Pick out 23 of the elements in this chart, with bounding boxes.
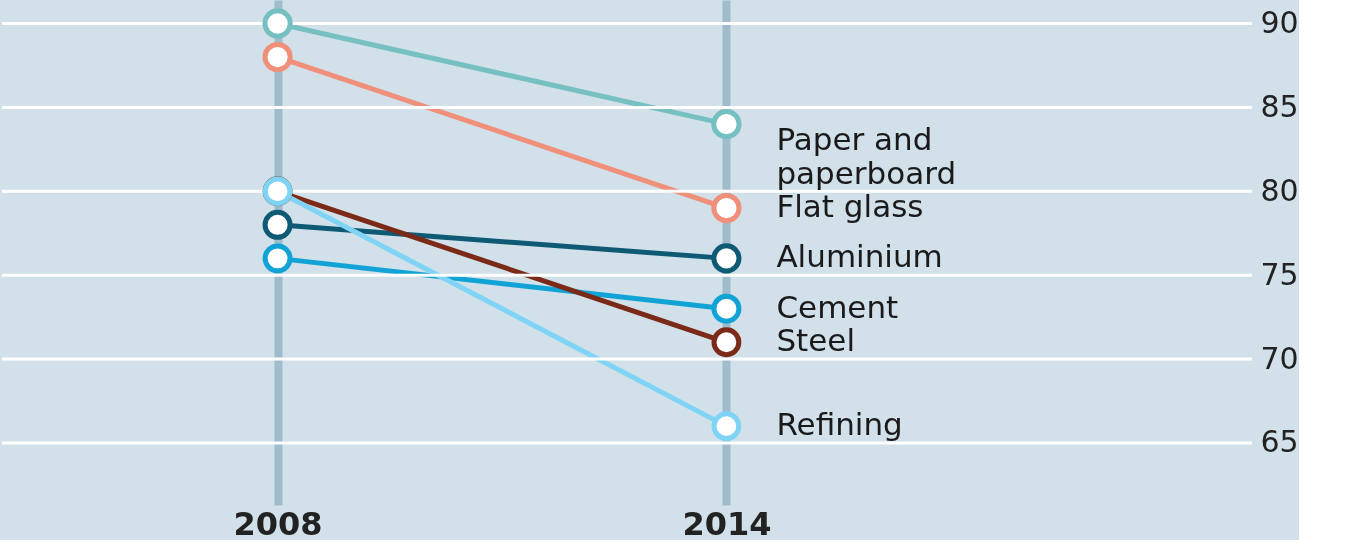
series-label: Steel bbox=[776, 322, 856, 359]
point bbox=[711, 243, 742, 274]
x-tick-label: 2014 bbox=[682, 504, 772, 543]
point bbox=[262, 8, 293, 39]
x-tick-label: 2008 bbox=[233, 504, 323, 543]
y-tick-label: 85 bbox=[1260, 88, 1299, 124]
point bbox=[711, 411, 742, 441]
point bbox=[262, 209, 293, 240]
point bbox=[262, 41, 293, 73]
point bbox=[711, 109, 742, 140]
series-label: Aluminium bbox=[776, 238, 943, 275]
y-tick-label: 90 bbox=[1260, 4, 1299, 40]
point bbox=[711, 192, 742, 224]
series-label: Refining bbox=[776, 406, 903, 443]
y-tick-label: 80 bbox=[1260, 172, 1299, 208]
point bbox=[711, 293, 742, 324]
y-tick-label: 70 bbox=[1260, 340, 1299, 376]
point bbox=[262, 243, 293, 274]
series-label: Cement bbox=[776, 288, 899, 325]
y-tick-label: 65 bbox=[1260, 424, 1299, 460]
point bbox=[711, 327, 742, 358]
series-label: Paper and paperboard bbox=[776, 121, 957, 192]
y-tick-label: 75 bbox=[1260, 256, 1299, 292]
